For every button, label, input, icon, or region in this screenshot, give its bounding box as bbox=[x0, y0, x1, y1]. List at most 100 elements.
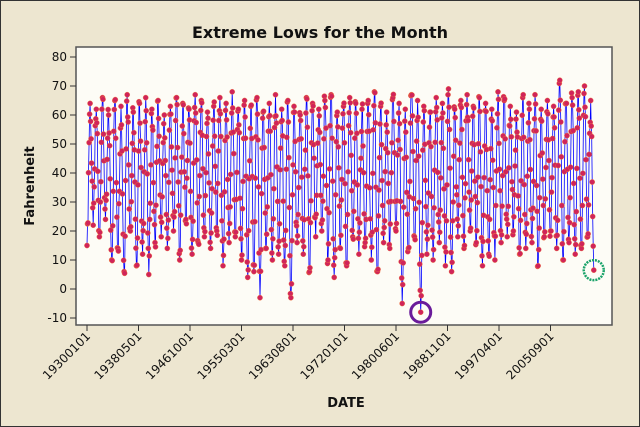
data-point bbox=[413, 138, 420, 144]
data-point bbox=[176, 257, 183, 263]
data-point bbox=[492, 233, 499, 239]
data-point bbox=[476, 94, 483, 101]
data-point bbox=[183, 220, 190, 227]
data-point bbox=[160, 139, 166, 146]
data-point bbox=[312, 233, 319, 240]
data-point bbox=[415, 153, 422, 159]
data-point bbox=[236, 129, 243, 136]
data-point bbox=[417, 309, 424, 316]
data-point bbox=[161, 135, 168, 141]
data-point bbox=[252, 218, 258, 225]
data-point bbox=[207, 239, 213, 246]
data-point bbox=[431, 204, 437, 211]
data-point bbox=[373, 226, 380, 233]
data-point bbox=[539, 150, 546, 156]
data-point bbox=[100, 96, 106, 103]
y-tick-label: 0 bbox=[59, 282, 67, 296]
data-point bbox=[122, 177, 129, 184]
data-point bbox=[407, 178, 413, 185]
data-point bbox=[203, 169, 209, 176]
data-point bbox=[224, 134, 230, 140]
data-point bbox=[567, 164, 574, 170]
data-point bbox=[305, 173, 311, 179]
data-point bbox=[407, 120, 414, 126]
data-point bbox=[370, 127, 377, 133]
data-point bbox=[227, 171, 234, 178]
data-point bbox=[454, 233, 461, 240]
data-point bbox=[275, 251, 282, 257]
data-point bbox=[334, 109, 341, 115]
data-point bbox=[397, 146, 403, 153]
data-point bbox=[467, 225, 474, 231]
data-point bbox=[244, 259, 250, 265]
y-tick-label: 20 bbox=[52, 224, 67, 238]
data-point bbox=[210, 117, 216, 123]
data-point bbox=[201, 233, 208, 240]
data-point bbox=[174, 144, 181, 151]
data-point bbox=[521, 181, 528, 188]
chart-title: Extreme Lows for the Month bbox=[192, 23, 448, 42]
data-point bbox=[380, 230, 386, 237]
data-point bbox=[507, 116, 514, 123]
data-point bbox=[507, 103, 514, 110]
data-point bbox=[396, 120, 403, 127]
data-point bbox=[242, 114, 248, 120]
data-point bbox=[361, 211, 367, 217]
data-point bbox=[130, 109, 137, 115]
data-point bbox=[458, 104, 465, 111]
data-point bbox=[439, 100, 446, 107]
data-point bbox=[417, 287, 424, 294]
data-point bbox=[209, 143, 216, 149]
x-tick-label: 19720101 bbox=[298, 329, 351, 382]
data-point bbox=[164, 245, 171, 252]
data-point bbox=[155, 115, 162, 122]
data-point bbox=[389, 139, 395, 146]
data-point bbox=[262, 210, 269, 216]
data-point bbox=[445, 91, 451, 98]
data-point bbox=[169, 190, 176, 197]
data-point bbox=[496, 166, 503, 172]
data-point bbox=[338, 197, 345, 203]
data-point bbox=[286, 204, 293, 211]
data-point bbox=[549, 135, 556, 142]
data-point bbox=[282, 242, 289, 249]
data-point bbox=[460, 212, 466, 219]
data-point bbox=[153, 202, 159, 208]
data-point bbox=[486, 216, 493, 223]
data-point bbox=[258, 246, 264, 253]
data-point bbox=[397, 198, 404, 205]
data-point bbox=[432, 139, 438, 146]
data-point bbox=[508, 133, 515, 140]
x-tick-label: 19461001 bbox=[143, 329, 196, 382]
data-point bbox=[260, 108, 267, 114]
data-point bbox=[383, 109, 390, 115]
data-point bbox=[499, 172, 506, 179]
data-point bbox=[472, 193, 479, 200]
data-point bbox=[102, 216, 109, 223]
data-point bbox=[526, 100, 532, 107]
data-point bbox=[266, 112, 273, 119]
data-point bbox=[186, 117, 193, 123]
data-point bbox=[461, 242, 468, 249]
data-point bbox=[218, 133, 224, 140]
data-point bbox=[105, 106, 111, 113]
data-point bbox=[146, 253, 153, 259]
data-point bbox=[107, 175, 113, 182]
data-point bbox=[333, 138, 340, 145]
data-point bbox=[454, 216, 461, 222]
data-point bbox=[258, 190, 265, 197]
data-point bbox=[178, 154, 185, 160]
data-point bbox=[513, 109, 520, 115]
data-point bbox=[331, 274, 338, 281]
data-point bbox=[354, 182, 361, 188]
data-point bbox=[466, 189, 472, 195]
data-point bbox=[287, 252, 293, 259]
data-point bbox=[214, 180, 221, 187]
data-point bbox=[283, 134, 290, 141]
data-point bbox=[580, 170, 586, 177]
data-point bbox=[536, 225, 543, 231]
data-point bbox=[526, 106, 533, 112]
data-point bbox=[158, 233, 164, 240]
data-point bbox=[463, 101, 470, 108]
data-point bbox=[217, 94, 223, 101]
